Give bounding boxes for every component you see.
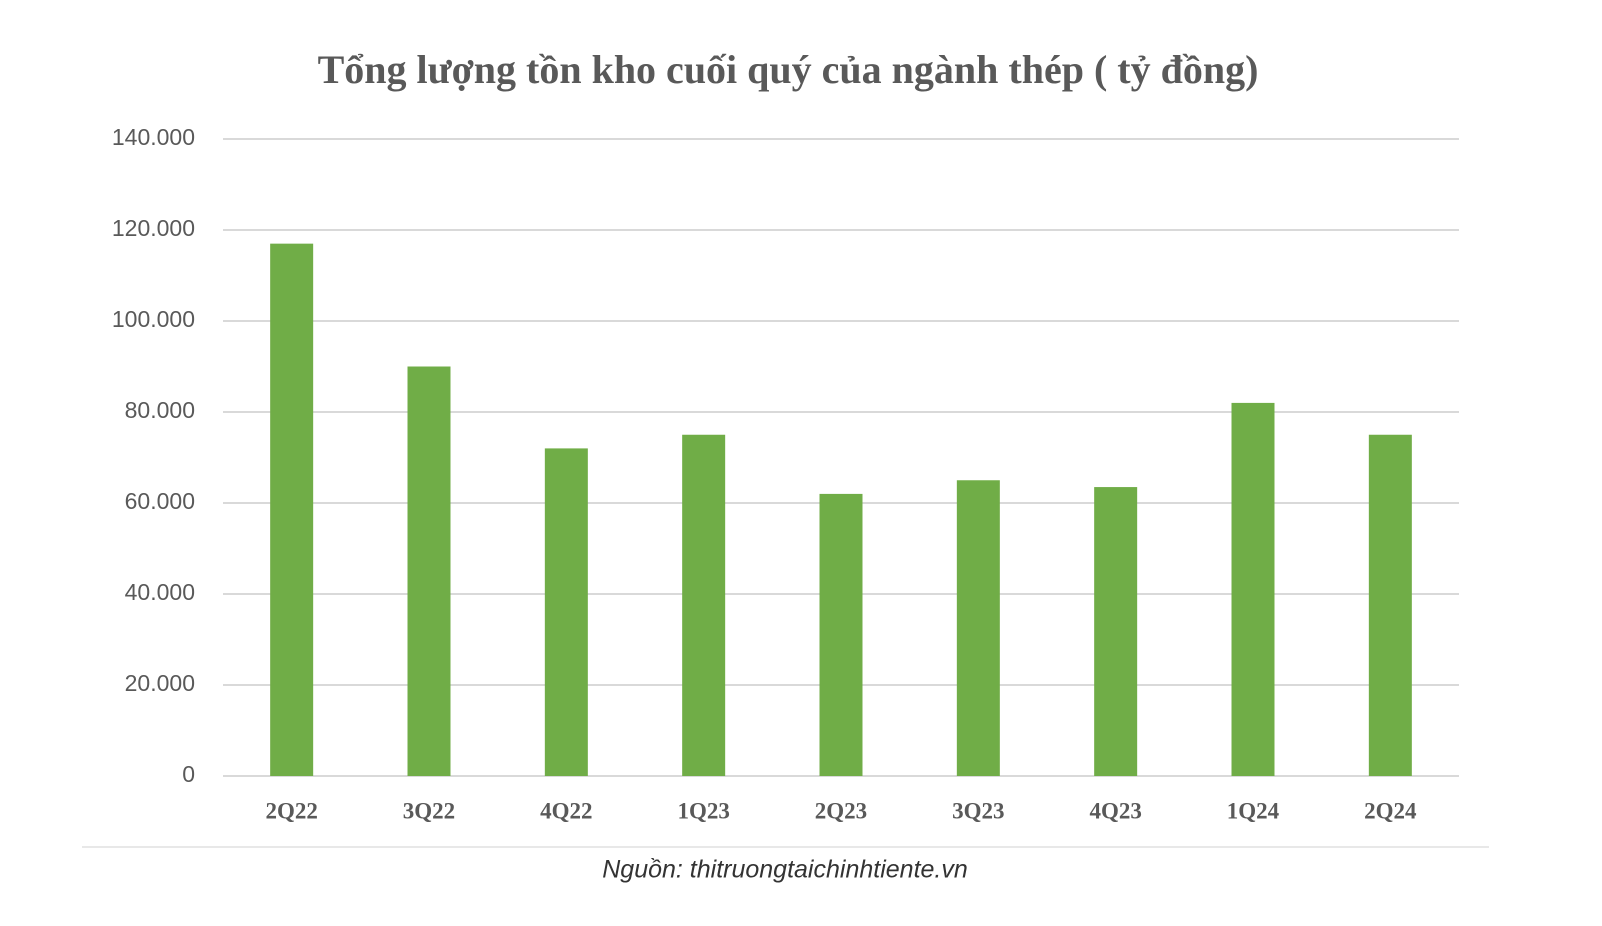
y-tick-label: 80.000 [125,397,195,423]
x-tick-label: 4Q23 [1089,798,1141,823]
x-tick-label: 1Q23 [677,798,729,823]
bar [682,434,726,776]
source-caption: Nguồn: thitruongtaichinhtiente.vn [602,856,968,884]
x-tick-label: 4Q22 [540,798,592,823]
y-tick-label: 140.000 [112,124,195,150]
x-tick-label: 3Q22 [403,798,455,823]
x-tick-label: 2Q23 [815,798,867,823]
bar [1368,434,1412,776]
x-tick-label: 2Q24 [1364,798,1417,823]
bar [407,366,451,776]
chart-title: Tổng lượng tồn kho cuối quý của ngành th… [318,47,1259,92]
bar [956,480,1000,776]
y-tick-label: 0 [182,761,195,787]
x-tick-label: 2Q22 [265,798,317,823]
y-tick-label: 20.000 [125,670,195,696]
bar [1094,487,1138,776]
y-tick-label: 60.000 [125,488,195,514]
bar [1231,402,1275,776]
x-tick-label: 1Q24 [1227,798,1280,823]
y-tick-label: 100.000 [112,306,195,332]
bar [819,493,863,776]
y-tick-label: 40.000 [125,579,195,605]
bar [544,448,588,776]
y-tick-label: 120.000 [112,215,195,241]
x-tick-label: 3Q23 [952,798,1004,823]
bar [270,243,314,776]
